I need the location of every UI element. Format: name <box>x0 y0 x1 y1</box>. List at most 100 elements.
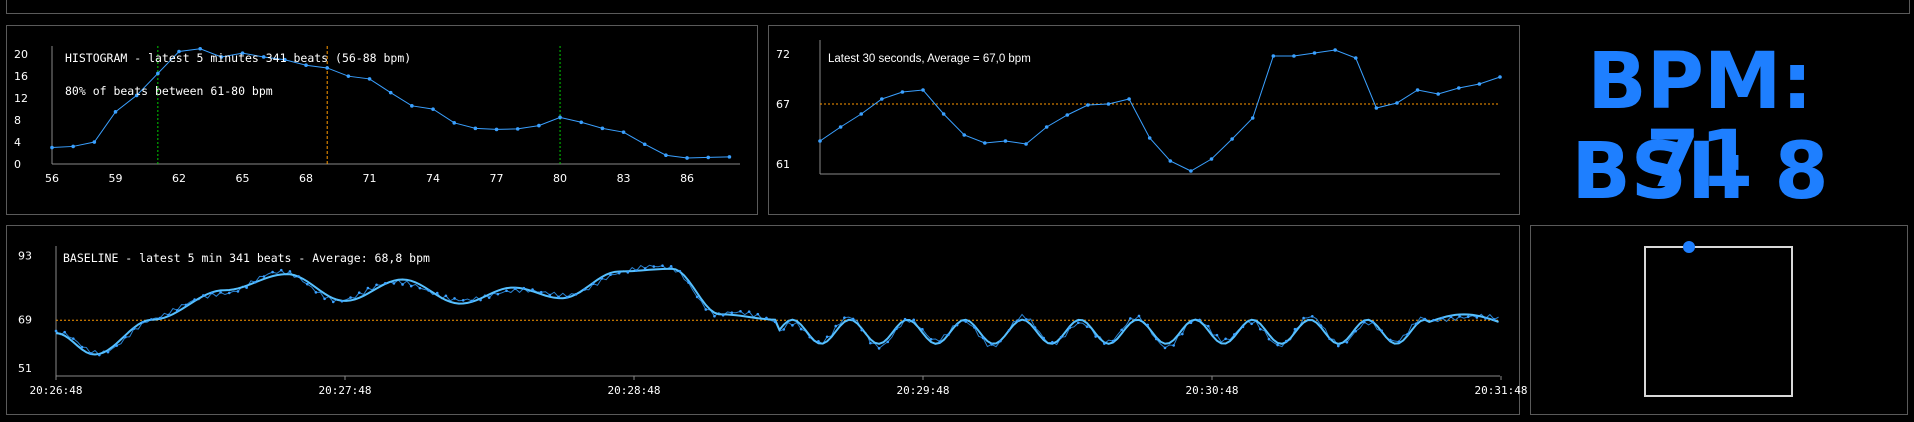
recent-panel <box>768 25 1520 215</box>
histogram-point <box>50 145 54 150</box>
histogram-title: HISTOGRAM - latest 5 minutes 341 beats (… <box>65 51 412 65</box>
baseline-point <box>1163 346 1167 350</box>
histogram-x-tick-label: 83 <box>617 172 631 185</box>
baseline-point <box>427 289 430 292</box>
baseline-point <box>1397 340 1401 343</box>
baseline-point <box>617 271 621 275</box>
baseline-point <box>201 294 205 297</box>
recent-point <box>1374 106 1379 110</box>
recent-point <box>1024 142 1028 146</box>
histogram-point <box>134 93 139 98</box>
baseline-point <box>193 298 196 301</box>
top-strip-panel <box>6 0 1910 14</box>
histogram-y-tick-label: 20 <box>14 48 28 61</box>
histogram-x-tick-label: 77 <box>490 172 504 185</box>
baseline-point <box>98 353 101 357</box>
baseline-point <box>453 297 456 300</box>
histogram-point <box>642 142 647 147</box>
histogram-y-tick-label: 8 <box>14 114 21 127</box>
baseline-y-tick-label: 93 <box>18 249 32 262</box>
baseline-point <box>505 289 508 293</box>
baseline-point <box>626 271 630 274</box>
recent-point <box>1271 54 1276 58</box>
baseline-point <box>1336 344 1340 348</box>
recent-point <box>818 139 822 143</box>
histogram-x-tick-label: 74 <box>426 172 440 185</box>
baseline-point <box>245 286 248 289</box>
baseline-point <box>981 336 985 340</box>
baseline-point <box>886 340 890 344</box>
baseline-point <box>990 343 994 346</box>
baseline-point <box>461 298 465 302</box>
indicator-square <box>1644 246 1793 397</box>
histogram-x-tick-label: 65 <box>236 172 250 185</box>
baseline-point <box>1258 327 1262 331</box>
baseline-point <box>565 295 569 299</box>
baseline-point <box>1155 337 1158 341</box>
baseline-point <box>1224 337 1227 341</box>
baseline-point <box>1120 328 1123 332</box>
histogram-point <box>494 127 499 132</box>
indicator-panel <box>1530 225 1908 415</box>
histogram-point <box>367 77 372 81</box>
baseline-point <box>366 286 370 290</box>
baseline-point <box>1440 316 1444 320</box>
recent-y-tick-label: 67 <box>776 98 790 111</box>
baseline-point <box>1328 337 1331 341</box>
baseline-raw-line <box>55 264 1499 356</box>
baseline-point <box>912 318 916 322</box>
recent-point <box>1230 137 1234 141</box>
baseline-point <box>1492 318 1496 321</box>
baseline-point <box>964 320 968 323</box>
histogram-point <box>600 126 605 131</box>
baseline-point <box>124 335 127 339</box>
baseline-point <box>392 282 396 285</box>
recent-point <box>859 112 864 116</box>
baseline-x-tick-label: 20:26:48 <box>30 384 83 397</box>
baseline-point <box>955 323 959 327</box>
baseline-point <box>669 265 673 268</box>
baseline-point <box>167 313 170 317</box>
baseline-point <box>929 338 933 341</box>
baseline-point <box>271 270 274 274</box>
baseline-point <box>808 335 812 339</box>
baseline-point <box>721 314 725 317</box>
histogram-panel <box>6 25 758 215</box>
baseline-point <box>470 299 474 303</box>
baseline-point <box>1172 344 1175 347</box>
histogram-point <box>156 71 160 76</box>
histogram-point <box>410 104 414 108</box>
baseline-point <box>1198 318 1201 322</box>
baseline-point <box>435 291 439 295</box>
baseline-point <box>661 264 664 267</box>
baseline-point <box>297 275 300 278</box>
baseline-point <box>973 326 976 329</box>
baseline-point <box>1111 339 1115 343</box>
baseline-point <box>574 293 578 296</box>
baseline-point <box>89 352 92 355</box>
baseline-point <box>72 337 75 340</box>
histogram-y-tick-label: 0 <box>14 158 21 171</box>
histogram-point <box>558 115 562 120</box>
baseline-point <box>1371 320 1375 324</box>
baseline-point <box>383 281 387 285</box>
bpm-readout: BPM: 71 <box>1587 37 1813 205</box>
baseline-point <box>479 298 482 302</box>
baseline-point <box>262 275 266 278</box>
histogram-point <box>388 90 393 95</box>
histogram-point <box>579 120 584 125</box>
baseline-point <box>323 297 326 301</box>
recent-point <box>962 133 967 137</box>
baseline-point <box>799 327 803 331</box>
baseline-point <box>115 344 118 347</box>
baseline-point <box>1475 316 1479 319</box>
baseline-point <box>1007 328 1011 332</box>
histogram-x-tick-label: 86 <box>680 172 694 185</box>
baseline-y-tick-label: 69 <box>18 314 32 327</box>
histogram-point <box>92 140 97 144</box>
histogram-point <box>473 126 478 131</box>
baseline-point <box>1362 320 1366 324</box>
baseline-point <box>1103 342 1106 345</box>
baseline-point <box>1406 332 1409 336</box>
